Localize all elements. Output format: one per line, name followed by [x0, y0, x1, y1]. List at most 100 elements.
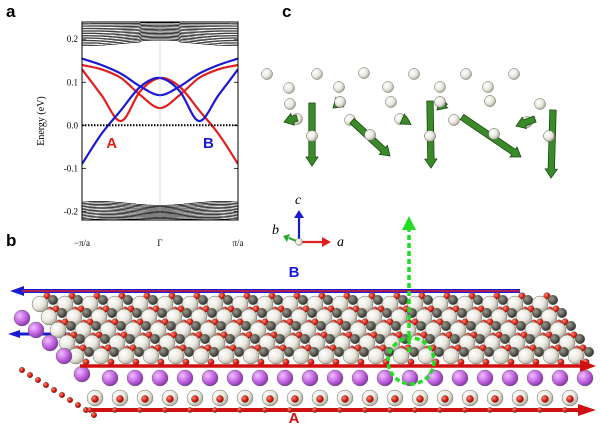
purple-atoms — [13, 309, 594, 387]
metal-atom — [499, 333, 511, 345]
purple-atom — [176, 369, 194, 387]
metal-atom — [81, 307, 93, 319]
metal-atom — [199, 333, 211, 345]
bulk-band — [82, 231, 238, 234]
purple-atom — [55, 347, 73, 365]
purple-atom — [551, 369, 569, 387]
edge-oxygen — [512, 407, 518, 413]
purple-atom — [73, 365, 91, 383]
bulk-band — [82, 16, 238, 17]
edge-oxygen — [487, 407, 493, 413]
metal-atom — [181, 307, 193, 319]
atom — [408, 68, 420, 80]
purple-atom — [276, 369, 294, 387]
host-atom — [442, 347, 460, 365]
bulk-band — [82, 11, 238, 13]
edge-oxygen — [34, 376, 42, 384]
metal-atom — [222, 294, 234, 306]
bulk-band — [82, 222, 238, 224]
substrate-oxygen — [91, 395, 99, 403]
atom — [543, 130, 555, 142]
edge-oxygen — [50, 386, 58, 394]
purple-atom — [251, 369, 269, 387]
metal-atom — [565, 320, 577, 332]
atom — [311, 68, 323, 80]
edge-oxygen — [412, 407, 418, 413]
metal-atom — [506, 307, 518, 319]
atom — [434, 96, 446, 108]
metal-atom — [558, 346, 570, 358]
edge-label-a: A — [289, 410, 300, 426]
panel-b-label: b — [6, 231, 16, 250]
host-atom — [542, 347, 560, 365]
metal-atom — [290, 320, 302, 332]
metal-atom — [299, 333, 311, 345]
edge-oxygen — [18, 366, 26, 374]
metal-atom — [524, 333, 536, 345]
oxygen-atom — [407, 358, 415, 366]
atom — [382, 81, 394, 93]
purple-atom — [451, 369, 469, 387]
bulk-band — [82, 227, 238, 229]
bulk-band — [82, 228, 238, 231]
axes-triad: c b a — [272, 193, 344, 250]
metal-atom — [474, 333, 486, 345]
metal-atom — [140, 320, 152, 332]
atom — [460, 68, 472, 80]
spin-structure — [261, 67, 559, 179]
metal-atom — [324, 333, 336, 345]
atom — [434, 81, 446, 93]
metal-atom — [574, 333, 586, 345]
y-tick-label: -0.2 — [64, 206, 78, 216]
atom — [358, 67, 370, 79]
substrate-oxygen — [441, 395, 449, 403]
metal-atom — [349, 333, 361, 345]
metal-atom — [156, 307, 168, 319]
host-atom — [142, 347, 160, 365]
b-axis-arrowhead — [283, 234, 290, 242]
metal-atom — [283, 346, 295, 358]
panel-a-label: a — [6, 2, 16, 21]
atom — [261, 68, 273, 80]
oxygen-atom — [157, 358, 165, 366]
metal-atom — [215, 320, 227, 332]
metal-atom — [256, 307, 268, 319]
edge-oxygen — [337, 407, 343, 413]
plot-frame — [81, 21, 239, 221]
oxygen-atom — [82, 358, 90, 366]
purple-atom — [376, 369, 394, 387]
oxygen-atom — [332, 358, 340, 366]
metal-atom — [99, 333, 111, 345]
edge-oxygen — [287, 407, 293, 413]
metal-atom — [390, 320, 402, 332]
metal-atom — [315, 320, 327, 332]
oxygen-atom — [107, 358, 115, 366]
y-tick-label: 0.2 — [67, 34, 78, 44]
top-edge-arrowhead — [10, 286, 24, 296]
edge-oxygen — [312, 407, 318, 413]
edge-oxygen — [237, 407, 243, 413]
b-axis-label: b — [272, 223, 279, 238]
metal-atom — [115, 320, 127, 332]
x-tick-label: Γ — [157, 238, 162, 248]
metal-atom — [297, 294, 309, 306]
metal-atom — [515, 320, 527, 332]
oxygen-atom — [132, 358, 140, 366]
left-edge-arrowhead — [8, 330, 20, 338]
host-atom — [92, 347, 110, 365]
metal-atom — [83, 346, 95, 358]
axes-origin — [295, 238, 303, 246]
metal-atom — [433, 346, 445, 358]
metal-atom — [165, 320, 177, 332]
metal-atom — [549, 333, 561, 345]
metal-atom — [522, 294, 534, 306]
metal-atom — [190, 320, 202, 332]
metal-atom — [240, 320, 252, 332]
atom — [284, 98, 296, 110]
bulk-band — [82, 20, 238, 21]
substrate-oxygen — [416, 395, 424, 403]
metal-atom — [72, 294, 84, 306]
y-tick-label: 0.0 — [67, 120, 79, 130]
edge-oxygen — [90, 411, 98, 419]
